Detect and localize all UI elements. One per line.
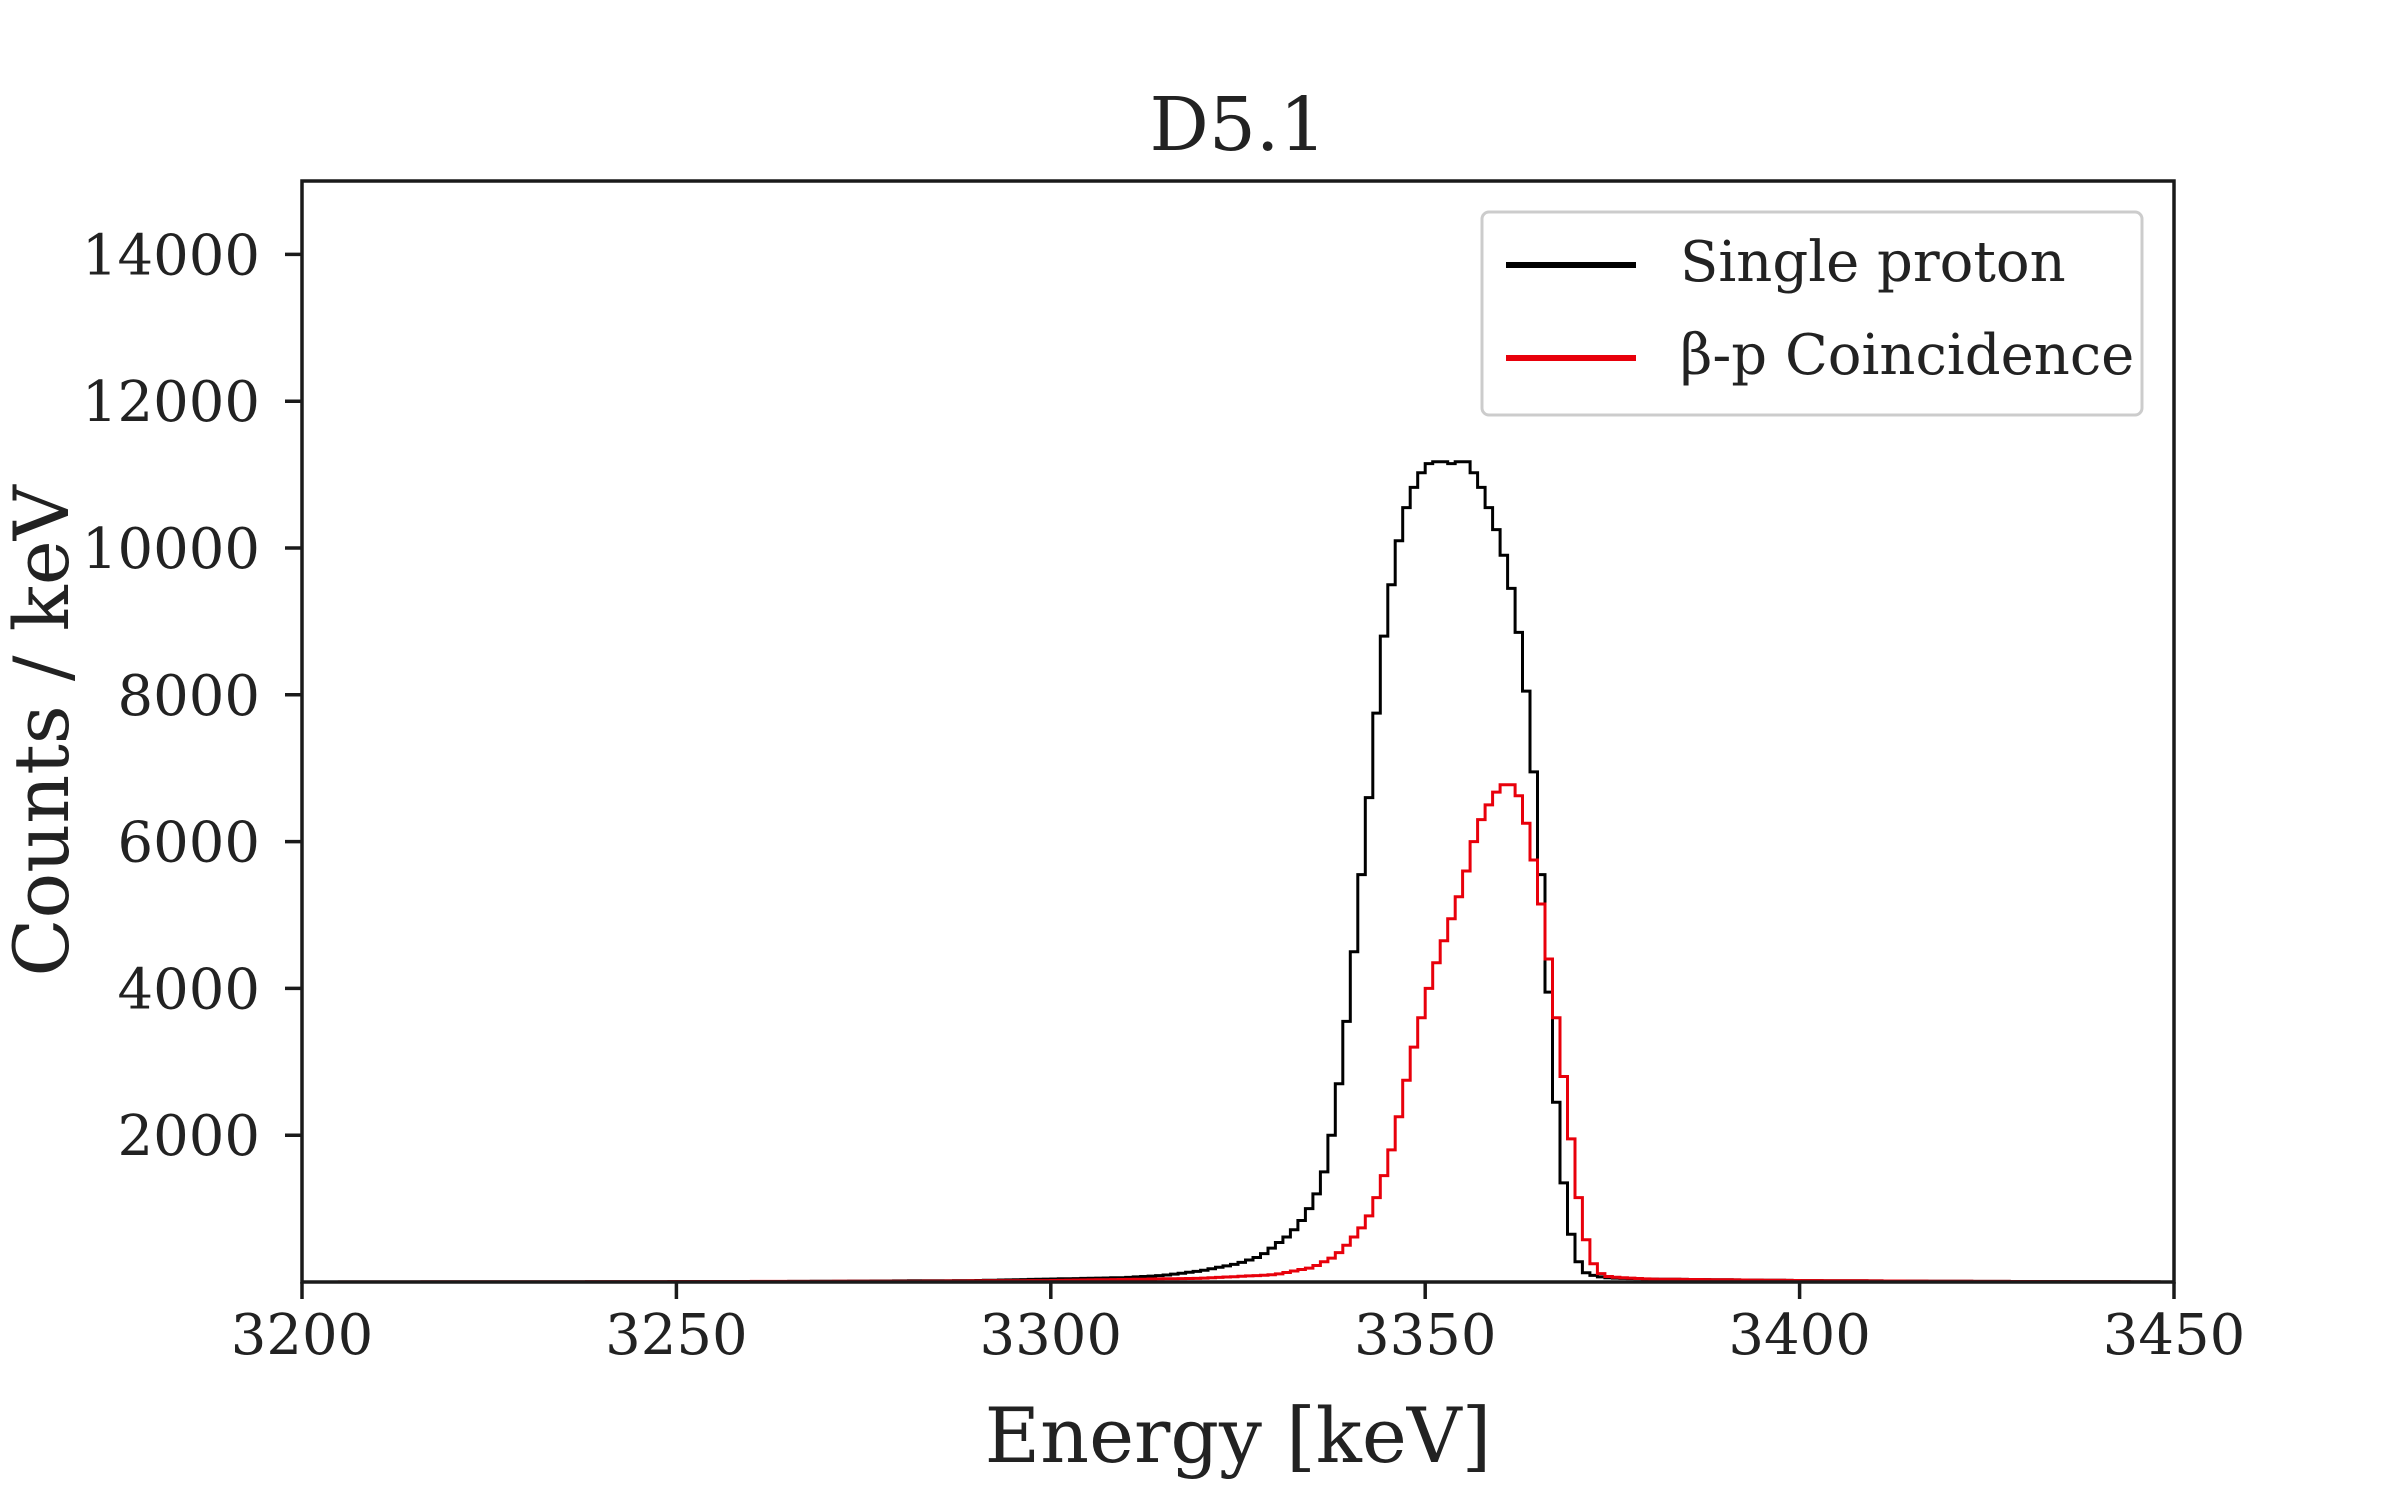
plot-frame — [300, 179, 2176, 1284]
x-tick-label: 3400 — [1728, 1303, 1871, 1368]
x-tick-label: 3200 — [231, 1303, 374, 1368]
y-tick-label: 8000 — [117, 664, 260, 729]
y-tick-label: 2000 — [117, 1104, 260, 1169]
y-tick-label: 6000 — [117, 811, 260, 876]
x-axis: 3200 3250 3300 3350 3400 3450 — [231, 1282, 2246, 1368]
legend-label-single-proton: Single proton — [1680, 230, 2066, 295]
y-tick-label: 12000 — [82, 370, 260, 435]
y-tick-label: 4000 — [117, 957, 260, 1022]
x-axis-label: Energy [keV] — [985, 1391, 1492, 1480]
legend-label-beta-p-coincidence: β-p Coincidence — [1680, 323, 2134, 388]
x-tick-label: 3350 — [1354, 1303, 1497, 1368]
y-axis-label: Counts / keV — [0, 484, 86, 976]
x-tick-label: 3300 — [980, 1303, 1123, 1368]
y-tick-label: 10000 — [82, 517, 260, 582]
chart-title: D5.1 — [1149, 82, 1326, 168]
y-tick-label: 14000 — [82, 223, 260, 288]
y-axis: 2000 4000 6000 8000 10000 12000 14000 — [82, 223, 302, 1169]
x-tick-label: 3450 — [2103, 1303, 2246, 1368]
x-tick-label: 3250 — [605, 1303, 748, 1368]
legend: Single proton β-p Coincidence — [1480, 210, 2144, 417]
legend-box — [1480, 210, 2144, 417]
